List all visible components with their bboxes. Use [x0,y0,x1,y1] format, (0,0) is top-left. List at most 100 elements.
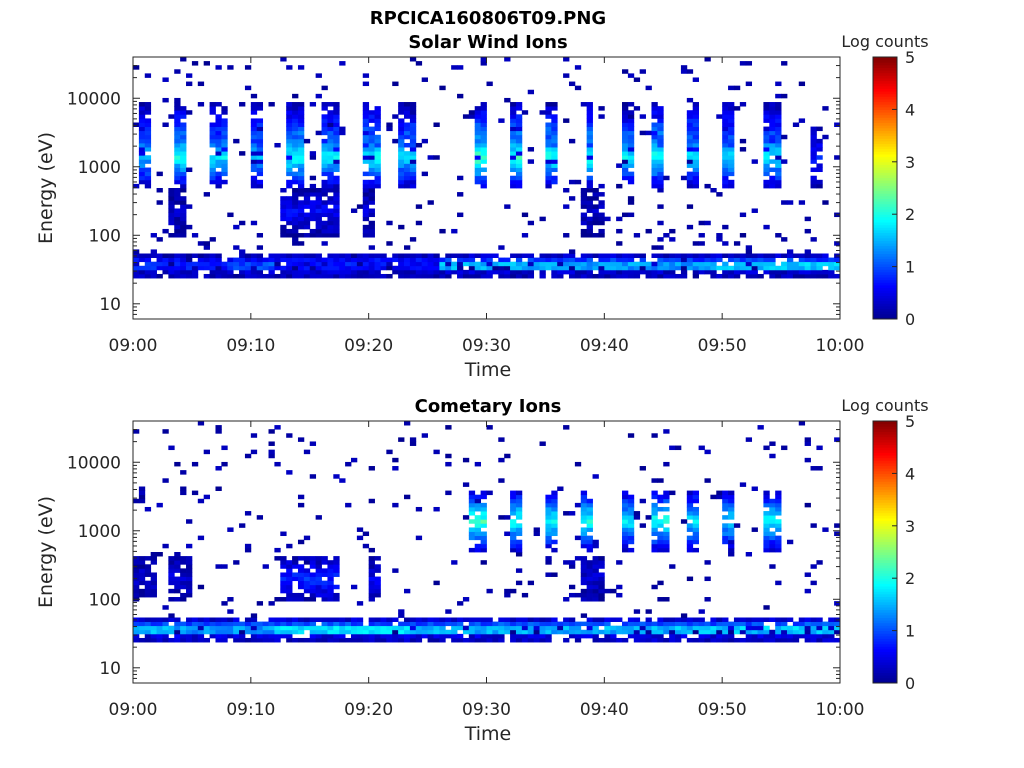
heatmap-cell [545,155,552,160]
heatmap-cell [804,216,811,222]
heatmap-cell [144,183,152,189]
heatmap-cell [521,625,529,631]
heatmap-cell [633,261,641,267]
heatmap-cell [380,629,387,635]
heatmap-cell [303,220,311,226]
heatmap-cell [356,527,364,532]
colorbar-segment [873,201,897,205]
heatmap-cell [592,625,599,631]
heatmap-cell [586,167,593,173]
heatmap-cell [327,269,334,275]
heatmap-cell [215,273,222,279]
heatmap-cell [280,580,287,586]
heatmap-cell [368,192,375,197]
heatmap-cell [404,637,411,643]
heatmap-cell [568,625,576,631]
heatmap-cell [321,102,328,107]
heatmap-cell [297,106,305,111]
heatmap-cell [728,257,735,263]
heatmap-cell [515,523,523,528]
heatmap-cell [209,261,216,267]
heatmap-cell [645,515,652,520]
y-tick-label: 1000 [78,522,121,542]
heatmap-cell [739,138,747,144]
heatmap-cell [333,556,340,561]
heatmap-cell [239,269,246,275]
heatmap-cell [639,621,646,627]
heatmap-cell [568,196,576,201]
heatmap-cell [356,265,364,271]
heatmap-cell [250,625,258,631]
heatmap-cell [622,142,629,148]
heatmap-cell [769,498,776,504]
heatmap-cell [527,257,535,263]
heatmap-cell [468,531,476,537]
colorbar-segment [873,546,897,550]
heatmap-cell [480,637,487,643]
colorbar-segment [873,256,897,260]
heatmap-cell [250,629,258,635]
heatmap-cell [651,621,658,627]
heatmap-cell [321,556,328,561]
heatmap-cell [268,621,275,627]
heatmap-cell [409,437,417,442]
heatmap-cell [239,523,246,528]
heatmap-cell [563,233,570,238]
heatmap-cell [345,621,352,627]
colorbar-segment [873,470,897,474]
heatmap-cell [415,506,423,512]
heatmap-cell [792,633,800,639]
heatmap-cell [297,130,305,136]
heatmap-cell [716,233,723,238]
heatmap-cell [303,584,311,590]
heatmap-cell [144,179,152,185]
heatmap-cell [303,216,311,222]
heatmap-cell [203,253,210,258]
heatmap-cell [362,114,370,119]
heatmap-cell [156,188,163,193]
heatmap-cell [280,556,287,561]
heatmap-cell [781,633,788,639]
heatmap-cell [539,253,546,258]
heatmap-cell [233,633,240,639]
heatmap-cell [604,269,611,275]
heatmap-cell [580,273,588,279]
heatmap-cell [769,629,776,635]
heatmap-cell [250,110,258,115]
heatmap-cell [733,617,741,622]
heatmap-cell [663,506,670,512]
heatmap-cell [174,118,181,123]
heatmap-cell [333,621,340,627]
heatmap-cell [804,617,811,622]
heatmap-cell [563,73,570,78]
heatmap-cell [798,81,806,87]
heatmap-cell [486,261,493,267]
heatmap-cell [739,617,747,622]
heatmap-cell [663,543,670,549]
heatmap-cell [733,261,741,267]
heatmap-cell [156,171,163,177]
colorbar-segment [873,214,897,218]
heatmap-cell [574,592,582,598]
heatmap-cell [150,637,157,643]
heatmap-cell [486,253,493,258]
heatmap-cell [722,629,729,635]
heatmap-cell [398,257,405,263]
heatmap-cell [180,163,187,168]
heatmap-cell [280,233,287,238]
heatmap-cell [645,609,652,614]
heatmap-cell [769,617,776,622]
heatmap-cell [627,625,635,631]
heatmap-cell [539,257,546,263]
heatmap-cell [362,273,370,279]
colorbar-segment [873,135,897,139]
heatmap-cell [639,269,646,275]
heatmap-cell [480,114,487,119]
heatmap-cell [256,126,264,132]
heatmap-cell [586,204,593,209]
heatmap-cell [327,175,334,181]
heatmap-cell [669,228,676,234]
colorbar-segment [873,300,897,304]
heatmap-cell [834,241,841,246]
